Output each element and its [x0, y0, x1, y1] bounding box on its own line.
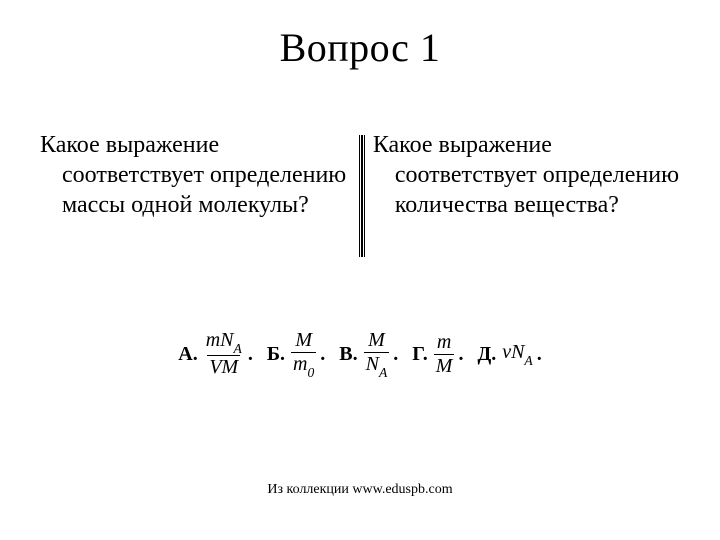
option-d: Д. νNA .	[477, 341, 541, 367]
left-question-line1: Какое выражение	[40, 130, 347, 160]
option-g-label: Г.	[412, 343, 427, 366]
option-d-period: .	[537, 343, 542, 366]
slide-title: Вопрос 1	[0, 24, 720, 71]
right-question-line1: Какое выражение	[373, 130, 680, 160]
right-question-rest: соответствует определению количества вещ…	[373, 160, 680, 220]
option-a-fraction: mNA VM	[204, 330, 244, 378]
answer-options: А. mNA VM . Б. M m0 . В. M NA . Г.	[0, 330, 720, 378]
option-b-fraction: M m0	[291, 330, 316, 378]
option-a-label: А.	[178, 343, 197, 366]
left-question-rest: соответствует определению массы одной мо…	[40, 160, 347, 220]
option-v-fraction: M NA	[364, 330, 390, 378]
footer-text: Из коллекции www.eduspb.com	[0, 482, 720, 498]
option-g-fraction: m M	[434, 332, 455, 377]
option-b: Б. M m0 .	[267, 330, 325, 378]
option-g: Г. m M .	[412, 332, 463, 377]
option-a-period: .	[248, 343, 253, 366]
option-d-expression: νNA	[502, 341, 533, 367]
option-d-label: Д.	[477, 343, 496, 366]
option-v-label: В.	[339, 343, 357, 366]
right-question: Какое выражение соответствует определени…	[373, 130, 680, 220]
option-g-period: .	[458, 343, 463, 366]
option-b-label: Б.	[267, 343, 285, 366]
column-divider	[359, 135, 365, 257]
slide: Вопрос 1 Какое выражение соответствует о…	[0, 0, 720, 540]
option-b-period: .	[320, 343, 325, 366]
option-v-period: .	[393, 343, 398, 366]
left-question: Какое выражение соответствует определени…	[40, 130, 347, 220]
option-v: В. M NA .	[339, 330, 398, 378]
option-a: А. mNA VM .	[178, 330, 253, 378]
